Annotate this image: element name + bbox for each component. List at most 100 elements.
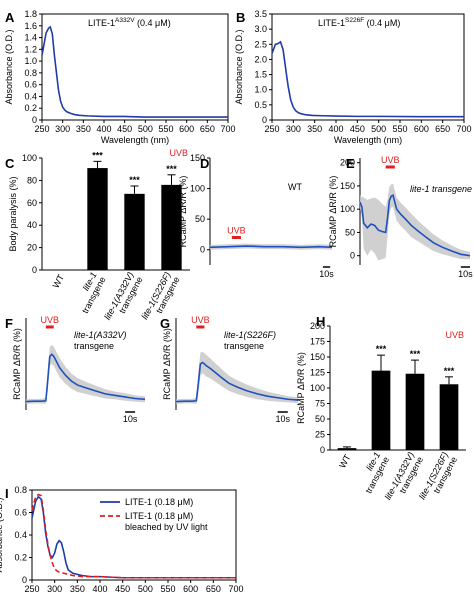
time-scale-label: 10s <box>319 269 334 279</box>
x-tick-label: 600 <box>414 124 429 134</box>
y-tick-label: 0.8 <box>14 485 27 495</box>
stimulus-label: UVB <box>381 155 400 165</box>
series-line <box>271 40 464 118</box>
series-line <box>25 353 146 403</box>
panel-h: H 0 25 50 75 100 125 150 175 200 RCaMP ΔR/R (%) WT *… <box>296 314 466 501</box>
y-tick-label: 50 <box>195 214 205 224</box>
y-axis-label: RCaMP ΔR/R (%) <box>162 328 172 400</box>
x-tick-label: 600 <box>179 124 194 134</box>
significance-marker: *** <box>166 164 177 174</box>
panel-d: D 0 50 100 150 RCaMP ΔR/R (%) WT UVB 10s <box>178 153 334 279</box>
x-tick-label: 350 <box>70 584 85 594</box>
legend-entry: LITE-1 (0.18 μM) <box>125 511 193 521</box>
y-tick-label: 100 <box>310 383 325 393</box>
title-concentration: (0.4 μM) <box>364 18 400 28</box>
y-tick-label: 80 <box>27 175 37 185</box>
legend-entry-line2: bleached by UV light <box>125 522 208 532</box>
x-tick-label: 650 <box>200 124 215 134</box>
time-scale-label: 10s <box>275 414 290 424</box>
x-tick-label: 550 <box>160 584 175 594</box>
x-tick-label: 700 <box>456 124 471 134</box>
panel-title: lite-1(A332V) <box>74 330 127 340</box>
y-axis-label: RCaMP ΔR/R (%) <box>296 352 306 424</box>
y-axis-label: Body paralysis (%) <box>8 176 18 251</box>
stimulus-bar <box>385 165 395 169</box>
y-tick-label: 3.5 <box>254 9 267 19</box>
series-line <box>359 194 471 257</box>
y-tick-label: 50 <box>345 227 355 237</box>
uvb-annotation: UVB <box>169 148 188 158</box>
y-tick-label: 1.0 <box>254 85 267 95</box>
x-tick-label: 500 <box>138 124 153 134</box>
x-tick-label: 400 <box>92 584 107 594</box>
time-scale-label: 10s <box>123 414 138 424</box>
x-tick-label: 550 <box>392 124 407 134</box>
bar <box>87 168 108 270</box>
bar <box>337 448 357 450</box>
series-line <box>41 25 228 118</box>
x-tick-label: 500 <box>371 124 386 134</box>
y-axis-label: RCaMP ΔR/R (%) <box>12 328 22 400</box>
y-tick-label: 1.5 <box>254 70 267 80</box>
significance-marker: *** <box>92 150 103 160</box>
y-tick-label: 200 <box>340 158 355 168</box>
x-tick-label: 350 <box>307 124 322 134</box>
title-main: LITE-1 <box>318 18 345 28</box>
panel-label: G <box>160 316 170 331</box>
x-tick-label: 450 <box>350 124 365 134</box>
y-tick-label: 0.6 <box>14 508 27 518</box>
y-tick-label: 1.4 <box>24 33 37 43</box>
x-tick-label: 500 <box>138 584 153 594</box>
panel-label: E <box>346 156 355 171</box>
series-line <box>31 493 236 579</box>
y-tick-label: 150 <box>190 153 205 163</box>
y-tick-label: 125 <box>310 368 325 378</box>
panel-title: LITE-1A332V (0.4 μM) <box>88 17 171 28</box>
stimulus-label: UVB <box>191 315 210 325</box>
bar <box>161 184 182 270</box>
panel-label: B <box>236 10 245 25</box>
x-tick-label: 650 <box>206 584 221 594</box>
y-tick-label: 100 <box>340 204 355 214</box>
y-tick-label: 0 <box>350 251 355 261</box>
panel-title-line2: transgene <box>224 341 264 351</box>
y-tick-label: 2.0 <box>254 54 267 64</box>
stimulus-label: UVB <box>41 315 60 325</box>
y-tick-label: 0 <box>200 245 205 255</box>
legend-entry: LITE-1 (0.18 μM) <box>125 497 193 507</box>
y-tick-label: 0.4 <box>14 530 27 540</box>
y-tick-label: 0.2 <box>24 103 37 113</box>
x-category-label: lite-1(S226F)transgene <box>417 450 459 501</box>
y-tick-label: 100 <box>190 184 205 194</box>
x-tick-label: 600 <box>183 584 198 594</box>
y-tick-label: 175 <box>310 337 325 347</box>
y-tick-label: 75 <box>315 399 325 409</box>
x-tick-label: 700 <box>228 584 243 594</box>
y-tick-label: 0.8 <box>24 68 37 78</box>
y-tick-label: 150 <box>340 181 355 191</box>
stimulus-label: UVB <box>227 225 246 235</box>
y-tick-label: 0 <box>32 115 37 125</box>
x-tick-label: 450 <box>115 584 130 594</box>
x-tick-label: 700 <box>220 124 235 134</box>
error-band <box>26 344 145 404</box>
y-tick-label: 0 <box>262 115 267 125</box>
y-axis-label: Absorbance (O.D.) <box>234 29 244 104</box>
x-category-label-line: WT <box>337 452 353 469</box>
significance-marker: *** <box>444 366 455 376</box>
y-tick-label: 3.0 <box>254 24 267 34</box>
panel-label: A <box>5 10 15 25</box>
y-tick-label: 0.5 <box>254 100 267 110</box>
error-band <box>360 183 470 261</box>
series-line <box>209 245 333 249</box>
y-tick-label: 2.5 <box>254 39 267 49</box>
panel-label: I <box>5 486 9 501</box>
panel-title: lite-1 transgene <box>410 184 472 194</box>
y-tick-label: 1.8 <box>24 9 37 19</box>
series-line <box>175 361 299 403</box>
y-tick-label: 0 <box>320 445 325 455</box>
panel-label: C <box>5 156 15 171</box>
